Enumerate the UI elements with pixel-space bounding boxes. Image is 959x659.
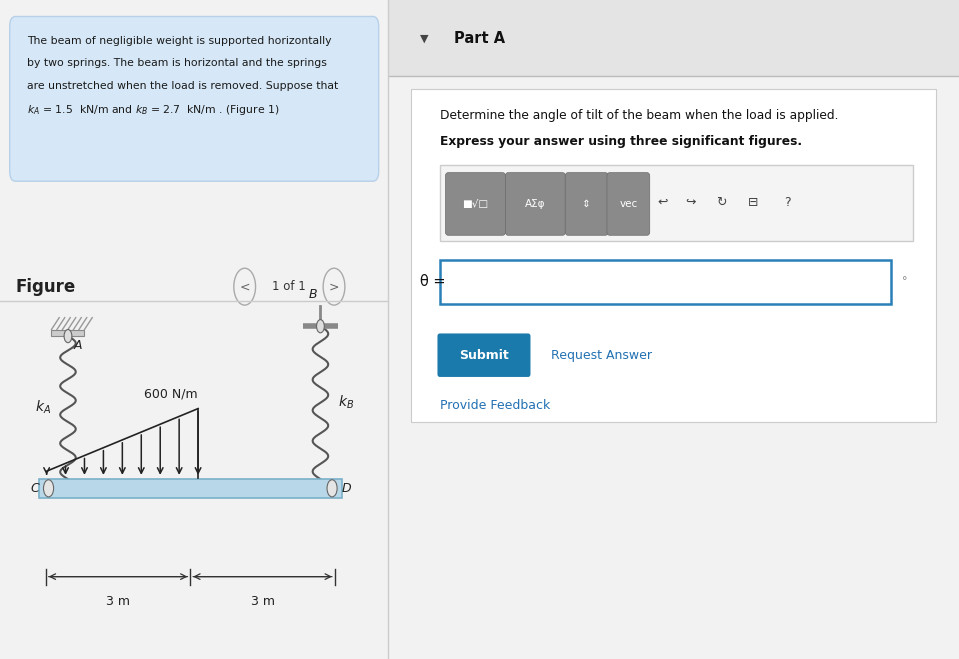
Text: by two springs. The beam is horizontal and the springs: by two springs. The beam is horizontal a… (27, 58, 327, 69)
Bar (39, 479, 341, 498)
Text: θ =: θ = (420, 274, 445, 289)
Text: ▼: ▼ (420, 33, 429, 43)
FancyBboxPatch shape (505, 173, 565, 235)
Bar (388, 0, 959, 76)
Text: Request Answer: Request Answer (551, 349, 652, 362)
Text: $k_A$ = 1.5  kN/m and $k_B$ = 2.7  kN/m . (Figure 1): $k_A$ = 1.5 kN/m and $k_B$ = 2.7 kN/m . … (27, 103, 280, 117)
FancyBboxPatch shape (565, 173, 608, 235)
Text: A: A (74, 339, 82, 353)
Text: >: > (329, 280, 339, 293)
Text: D: D (341, 482, 351, 495)
Text: Submit: Submit (459, 349, 509, 362)
Text: ↻: ↻ (715, 196, 726, 209)
Text: ?: ? (784, 196, 791, 209)
Text: are unstretched when the load is removed. Suppose that: are unstretched when the load is removed… (27, 80, 339, 91)
Bar (440, 165, 913, 241)
FancyBboxPatch shape (437, 333, 530, 377)
Circle shape (43, 480, 54, 497)
Text: $k_B$: $k_B$ (338, 394, 354, 411)
Text: ↩: ↩ (657, 196, 667, 209)
Text: <: < (240, 280, 250, 293)
Text: °: ° (902, 276, 907, 287)
Text: ⇕: ⇕ (582, 199, 591, 209)
Text: B: B (309, 288, 317, 301)
Text: Figure: Figure (15, 277, 76, 296)
Bar (440, 260, 891, 304)
Text: vec: vec (620, 199, 638, 209)
Text: ⊟: ⊟ (748, 196, 759, 209)
FancyBboxPatch shape (445, 173, 505, 235)
Bar (52, 330, 84, 336)
Text: The beam of negligible weight is supported horizontally: The beam of negligible weight is support… (27, 36, 332, 46)
FancyBboxPatch shape (10, 16, 379, 181)
Text: Provide Feedback: Provide Feedback (440, 399, 550, 412)
Circle shape (64, 330, 72, 343)
Text: 3 m: 3 m (106, 595, 130, 608)
Text: 3 m: 3 m (250, 595, 274, 608)
Circle shape (327, 480, 338, 497)
Text: 1 of 1: 1 of 1 (272, 280, 306, 293)
Text: 600 N/m: 600 N/m (144, 387, 198, 400)
FancyBboxPatch shape (607, 173, 650, 235)
Text: C: C (30, 482, 39, 495)
Text: Part A: Part A (454, 31, 505, 45)
Text: $k_A$: $k_A$ (35, 399, 51, 416)
Text: Express your answer using three significant figures.: Express your answer using three signific… (440, 135, 802, 148)
Bar (411, 89, 936, 422)
Text: ΑΣφ: ΑΣφ (526, 199, 546, 209)
Text: Determine the angle of tilt of the beam when the load is applied.: Determine the angle of tilt of the beam … (440, 109, 838, 122)
Circle shape (316, 320, 324, 333)
Text: ↪: ↪ (686, 196, 696, 209)
Text: ■√□: ■√□ (462, 199, 488, 209)
